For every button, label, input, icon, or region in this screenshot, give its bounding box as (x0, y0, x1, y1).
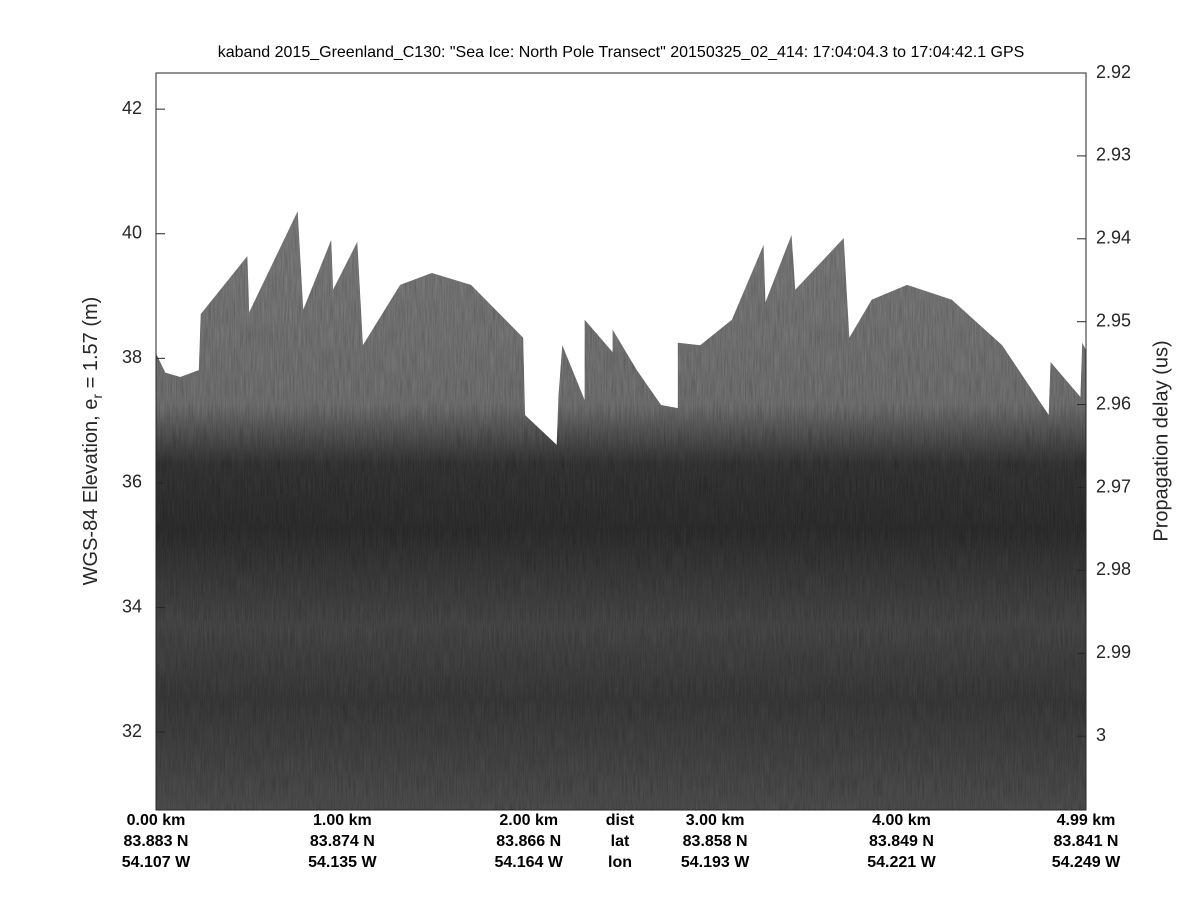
y-tick-label: 42 (122, 98, 142, 118)
lon-label: 54.135 W (308, 854, 377, 871)
lon-label: 54.193 W (681, 854, 750, 871)
lat-label: 83.849 N (869, 833, 934, 850)
lat-label: 83.874 N (310, 833, 375, 850)
y2-tick-label: 2.97 (1096, 476, 1131, 496)
chart-title: kaband 2015_Greenland_C130: "Sea Ice: No… (218, 44, 1025, 61)
y2-tick-label: 2.98 (1096, 559, 1131, 579)
y-tick-label: 34 (122, 596, 142, 616)
plot-area (156, 211, 1086, 810)
y-tick-label: 36 (122, 472, 142, 492)
lon-label: 54.107 W (122, 854, 191, 871)
y2-tick-label: 2.99 (1096, 642, 1131, 662)
x-tick-label: 4.99 km (1057, 812, 1116, 829)
x-tick-label: 2.00 km (499, 812, 558, 829)
y2-tick-label: 2.94 (1096, 228, 1131, 248)
y-tick-label: 32 (122, 721, 142, 741)
x-tick-label: 1.00 km (313, 812, 372, 829)
lon-label: 54.221 W (867, 854, 936, 871)
row-label: lon (608, 854, 632, 871)
y-tick-label: 40 (122, 222, 142, 242)
y2-tick-label: 3 (1096, 725, 1106, 745)
lon-label: 54.164 W (495, 854, 564, 871)
x-tick-label: 3.00 km (686, 812, 745, 829)
y2-tick-label: 2.96 (1096, 393, 1131, 413)
echogram-area (156, 211, 1086, 810)
row-label: dist (606, 812, 635, 829)
lat-label: 83.883 N (124, 833, 189, 850)
lat-label: 83.841 N (1054, 833, 1119, 850)
y-label-suffix: = 1.57 (m) (80, 297, 102, 394)
lon-label: 54.249 W (1052, 854, 1121, 871)
y2-tick-label: 2.92 (1096, 62, 1131, 82)
y-tick-label: 38 (122, 347, 142, 367)
y2-tick-label: 2.93 (1096, 145, 1131, 165)
y2-tick-label: 2.95 (1096, 310, 1131, 330)
row-label: lat (611, 833, 630, 850)
y2-axis-label: Propagation delay (us) (1150, 340, 1172, 541)
x-tick-label: 4.00 km (872, 812, 931, 829)
y-axis-label: WGS-84 Elevation, er = 1.57 (m) (80, 297, 104, 586)
axes-box (155, 72, 1087, 811)
lat-label: 83.858 N (683, 833, 748, 850)
x-tick-label: 0.00 km (127, 812, 186, 829)
y-label-text: WGS-84 Elevation, e (80, 399, 102, 586)
y-label-subscript: r (89, 394, 105, 399)
lat-label: 83.866 N (496, 833, 561, 850)
